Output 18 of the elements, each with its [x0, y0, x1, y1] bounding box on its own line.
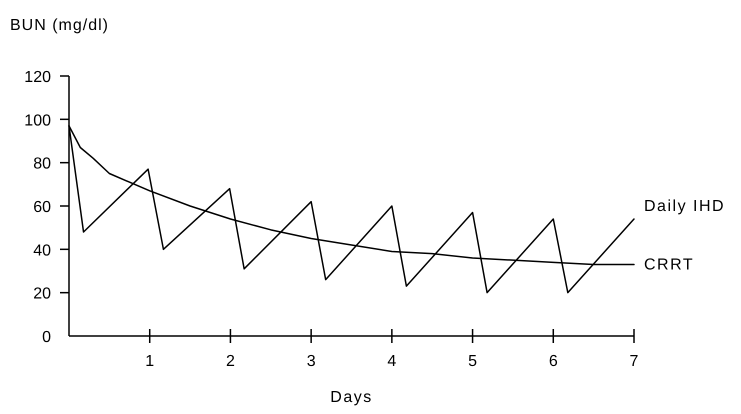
y-axis-title: BUN (mg/dl) — [10, 17, 110, 34]
x-tick-label: 2 — [226, 353, 235, 370]
y-tick-label: 120 — [24, 69, 52, 86]
y-tick-label: 60 — [33, 199, 52, 216]
y-tick-label: 100 — [24, 112, 52, 130]
x-tick-label: 4 — [387, 353, 396, 370]
x-tick-label: 6 — [548, 353, 558, 370]
series-label: Daily IHD — [644, 198, 726, 215]
y-tick-label: 0 — [42, 329, 52, 346]
x-tick-label: 5 — [468, 353, 478, 370]
y-tick-label: 20 — [33, 286, 52, 303]
x-tick-label: 3 — [306, 353, 316, 370]
x-tick-label: 1 — [145, 353, 154, 370]
y-tick-label: 40 — [33, 242, 52, 260]
x-axis-title: Days — [330, 389, 373, 406]
x-tick-label: 7 — [630, 353, 639, 370]
y-tick-label: 80 — [33, 156, 52, 173]
series-label: CRRT — [644, 256, 694, 274]
